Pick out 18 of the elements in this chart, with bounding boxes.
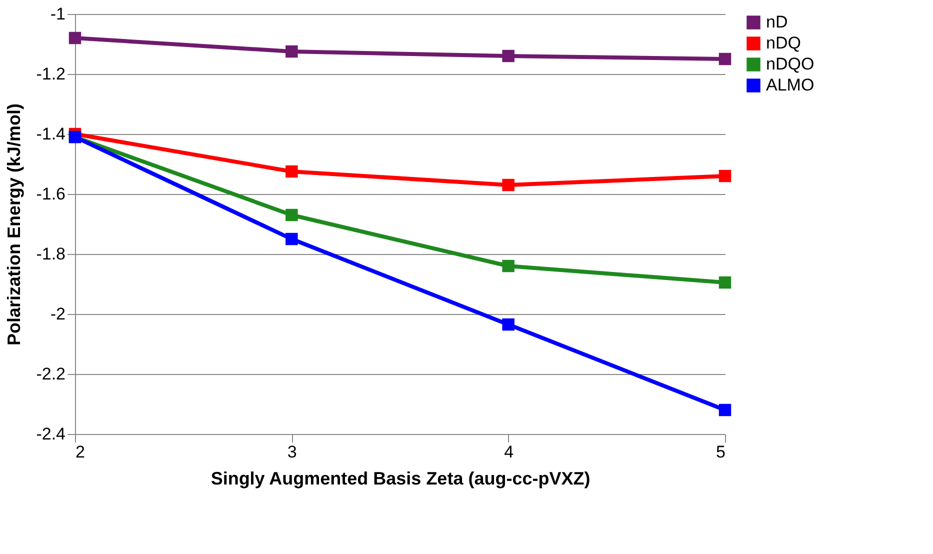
x-tick-label: 4 (504, 442, 514, 462)
x-tick-label: 5 (716, 442, 726, 462)
y-tick-label: -2 (50, 304, 66, 324)
x-tick-label: 3 (287, 442, 297, 462)
y-tick-label: -2.4 (36, 424, 66, 444)
x-tick-label: 2 (76, 442, 85, 462)
legend-label: nDQ (766, 34, 801, 52)
x-axis-title: Singly Augmented Basis Zeta (aug-cc-pVXZ) (210, 468, 590, 488)
y-tick-label: -1 (50, 4, 66, 24)
legend-label: nDQO (766, 54, 814, 74)
legend-label: ALMO (766, 76, 814, 94)
y-tick-label: -1.8 (36, 244, 66, 264)
y-tick-label: -2.2 (36, 364, 66, 384)
y-tick-label: -1.6 (36, 184, 66, 204)
legend-label: nD (766, 12, 788, 32)
y-tick-label: -1.4 (36, 124, 66, 144)
y-tick-label: -1.2 (36, 64, 66, 84)
y-axis-title: Polarization Energy (kJ/mol) (4, 103, 24, 346)
